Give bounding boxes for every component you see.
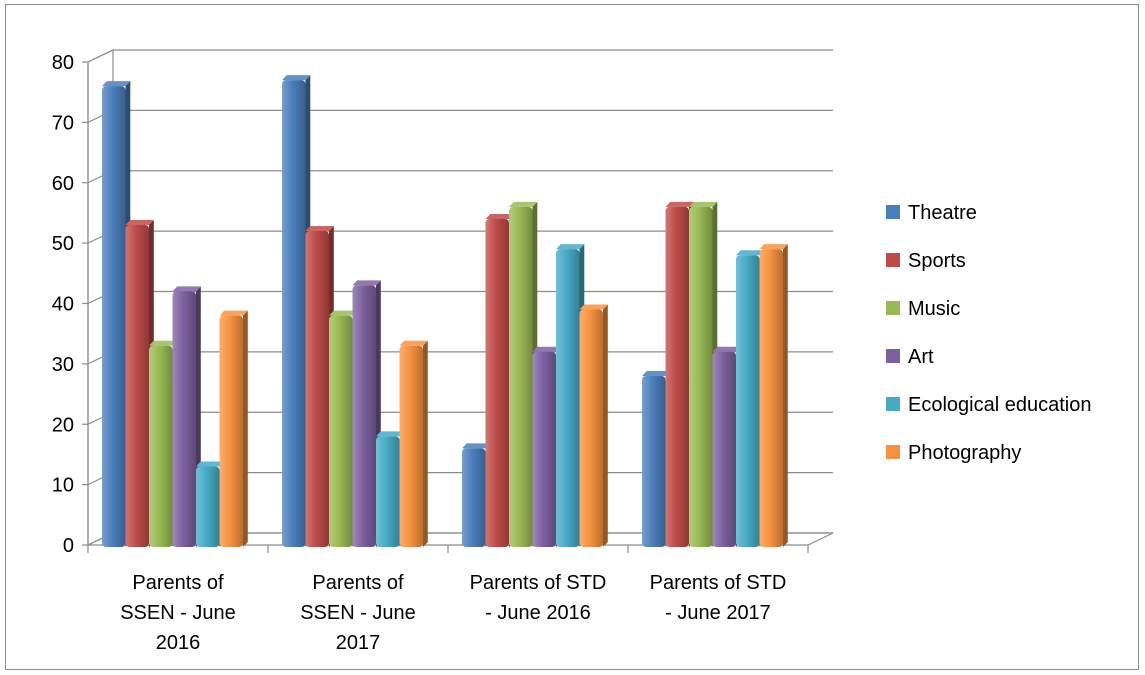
legend-item: Photography xyxy=(886,442,1021,464)
x-tick-label: Parents of STD xyxy=(470,572,607,594)
x-tick-label: SSEN - June xyxy=(120,602,236,624)
legend-item: Theatre xyxy=(886,202,977,224)
category-labels: Parents of SSEN - June 2016 Parents of SSEN … xyxy=(120,572,786,654)
bar xyxy=(579,304,608,547)
x-tick-label: Parents of STD xyxy=(650,572,787,594)
legend-swatch xyxy=(886,301,900,315)
y-tick-label: 40 xyxy=(52,294,74,316)
x-tick-label: 2017 xyxy=(336,632,381,654)
y-tick-labels: 0 10 20 30 40 50 60 70 80 xyxy=(52,52,74,557)
bar xyxy=(219,310,248,547)
legend-swatch xyxy=(886,205,900,219)
legend-label: Music xyxy=(908,298,960,320)
gridline xyxy=(87,109,833,123)
x-tick-label: - June 2017 xyxy=(665,602,771,624)
legend-label: Photography xyxy=(908,442,1021,464)
chart-frame: 0 10 20 30 40 50 60 70 80 Parents of SSEN - June 2… xyxy=(5,4,1139,670)
legend-swatch xyxy=(886,253,900,267)
legend-swatch xyxy=(886,445,900,459)
legend-item: Music xyxy=(886,298,960,320)
y-tick-label: 0 xyxy=(63,535,74,557)
y-tick-label: 50 xyxy=(52,233,74,255)
legend-item: Art xyxy=(886,346,934,368)
legend: Theatre Sports Music Art Ecological educatio… xyxy=(886,202,1091,464)
y-tick-label: 80 xyxy=(52,52,74,74)
bar xyxy=(399,340,428,547)
bars xyxy=(102,75,788,548)
y-tick-label: 30 xyxy=(52,354,74,376)
x-tick-label: Parents of xyxy=(132,572,224,594)
legend-item: Sports xyxy=(886,250,966,272)
legend-swatch xyxy=(886,349,900,363)
legend-label: Theatre xyxy=(908,202,977,224)
y-tick-label: 10 xyxy=(52,475,74,497)
bar-chart: 0 10 20 30 40 50 60 70 80 Parents of SSEN - June 2… xyxy=(52,49,1091,654)
legend-label: Art xyxy=(908,346,934,368)
y-tick-label: 60 xyxy=(52,173,74,195)
legend-item: Ecological education xyxy=(886,394,1091,416)
x-tick-label: Parents of xyxy=(312,572,404,594)
x-tick-label: SSEN - June xyxy=(300,602,416,624)
x-tick-label: 2016 xyxy=(156,632,201,654)
y-tick-label: 20 xyxy=(52,414,74,436)
gridline xyxy=(87,170,833,184)
axes xyxy=(82,61,809,553)
bar xyxy=(759,244,788,547)
gridline xyxy=(87,49,833,63)
legend-label: Ecological education xyxy=(908,394,1091,416)
legend-label: Sports xyxy=(908,250,966,272)
legend-swatch xyxy=(886,397,900,411)
y-tick-label: 70 xyxy=(52,112,74,134)
x-tick-label: - June 2016 xyxy=(485,602,591,624)
gridline xyxy=(87,230,833,244)
